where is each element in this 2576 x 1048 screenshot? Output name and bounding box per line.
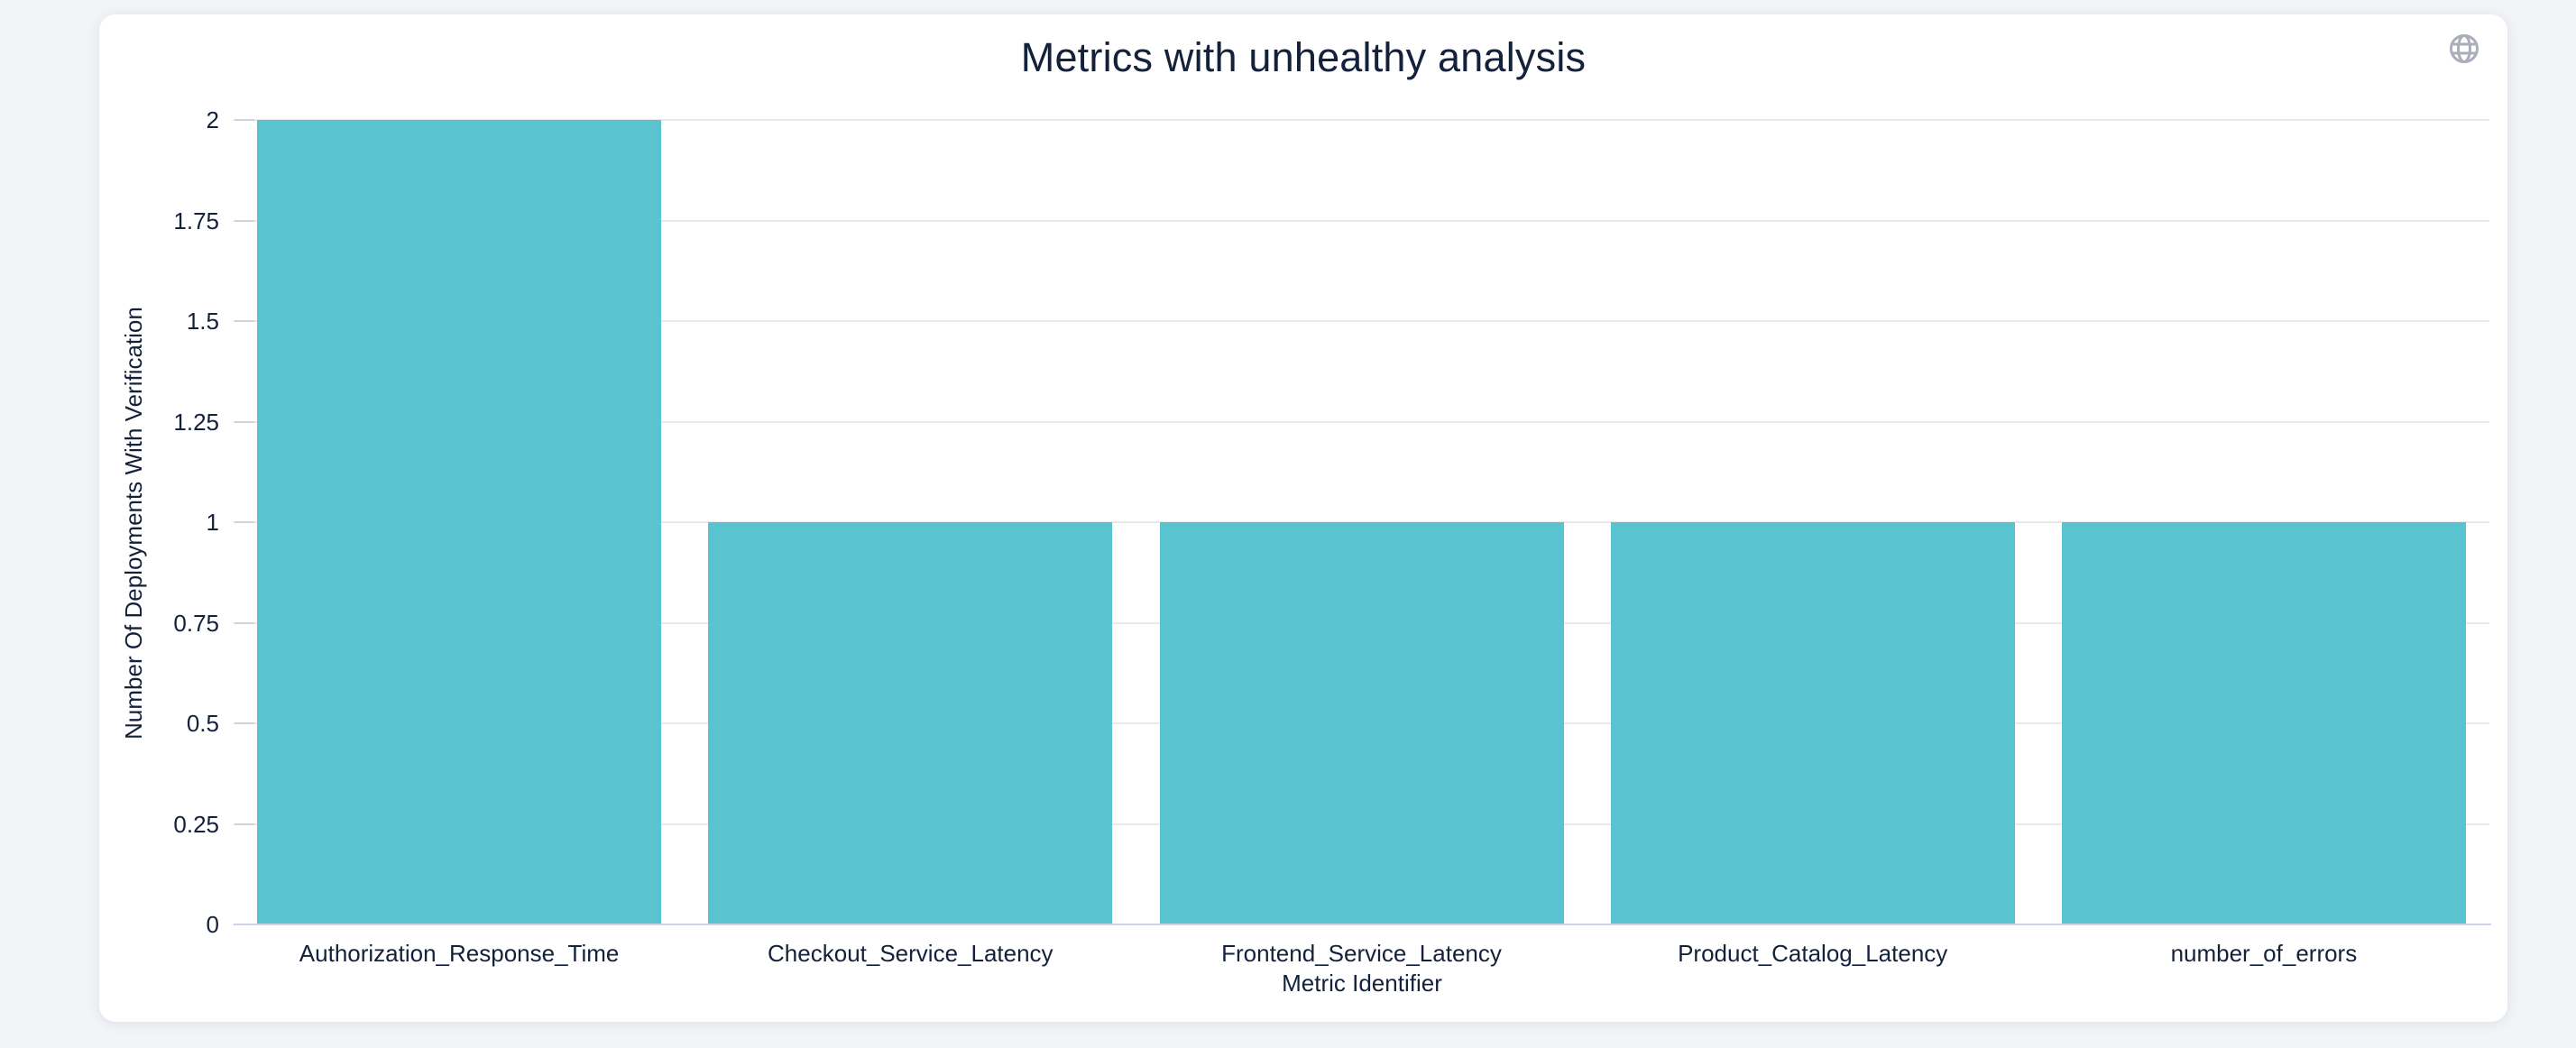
x-axis-line bbox=[234, 924, 2491, 925]
y-tick-label: 0.5 bbox=[186, 710, 219, 737]
bar-chart-plot: 0 0.25 0.5 0.75 1 1.25 1.5 1.75 2 Authorization_R… bbox=[99, 14, 2507, 1022]
chart-title: Metrics with unhealthy analysis bbox=[1020, 34, 1587, 80]
y-axis-tick bbox=[235, 722, 254, 724]
gridline bbox=[234, 420, 2489, 423]
globe-icon[interactable] bbox=[2448, 32, 2480, 65]
gridline bbox=[234, 219, 2489, 222]
gridline bbox=[234, 320, 2489, 322]
x-axis-title: Metric Identifier bbox=[1282, 970, 1442, 997]
y-axis-tick bbox=[235, 219, 254, 222]
y-axis-tick bbox=[235, 320, 254, 322]
bar-Frontend_Service_Latency[interactable] bbox=[1159, 522, 1564, 924]
y-tick-label: 0.25 bbox=[173, 810, 219, 838]
gridline bbox=[234, 119, 2489, 121]
y-tick-label: 1.75 bbox=[173, 207, 219, 234]
y-axis-tick bbox=[235, 823, 254, 825]
y-axis-tick bbox=[235, 119, 254, 121]
y-tick-label: 2 bbox=[206, 106, 219, 133]
y-tick-label: 1 bbox=[206, 509, 219, 536]
bar-Product_Catalog_Latency[interactable] bbox=[1610, 522, 2015, 924]
y-tick-label: 0.75 bbox=[173, 609, 219, 637]
y-tick-label: 1.25 bbox=[173, 408, 219, 436]
x-tick-label: Product_Catalog_Latency bbox=[1678, 940, 1948, 967]
bar-Checkout_Service_Latency[interactable] bbox=[708, 522, 1113, 924]
y-axis-tick bbox=[235, 521, 254, 523]
bar-number_of_errors[interactable] bbox=[2061, 522, 2466, 924]
x-tick-label: number_of_errors bbox=[2170, 940, 2358, 967]
x-tick-label: Checkout_Service_Latency bbox=[768, 940, 1053, 967]
chart-card: Metrics with unhealthy analysis 0 0.25 0.5… bbox=[99, 14, 2507, 1022]
bar-Authorization_Response_Time[interactable] bbox=[257, 120, 662, 924]
y-tick-label: 1.5 bbox=[186, 308, 219, 335]
x-tick-label: Frontend_Service_Latency bbox=[1221, 940, 1502, 967]
x-tick-label: Authorization_Response_Time bbox=[299, 940, 620, 967]
y-axis-tick bbox=[235, 420, 254, 423]
y-tick-label: 0 bbox=[206, 911, 219, 938]
y-axis-tick bbox=[235, 621, 254, 624]
